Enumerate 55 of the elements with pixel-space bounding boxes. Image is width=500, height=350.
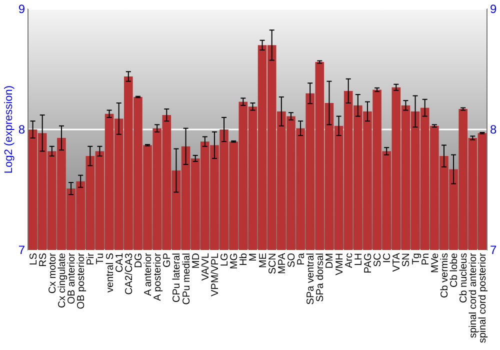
x-tick-label: MVe [430, 252, 441, 274]
x-tick-label: Cx cingulate [56, 252, 68, 308]
x-tick-label: IC [382, 253, 394, 263]
x-tick-label: SN [401, 253, 412, 267]
x-tick-label: Cb lobe [449, 252, 460, 288]
x-tick-label: VA/VL [200, 252, 212, 281]
x-tick-label: LS [28, 252, 40, 266]
x-tick-label: CPu medial [181, 253, 192, 305]
x-tick-label: A posterior [152, 252, 164, 301]
x-tick-label: DG [133, 252, 144, 268]
x-tick-label: A anterior [143, 252, 154, 296]
x-tick-label: Pir [86, 252, 97, 266]
x-tick-label: CA1 [114, 252, 126, 272]
x-tick-label: SPa ventral [306, 253, 317, 305]
x-tick-label: MD [190, 253, 202, 269]
x-tick-label: spinal cord anterior [468, 252, 480, 338]
x-tick-label: Tu [95, 253, 106, 264]
x-tick-label: SO [286, 252, 298, 268]
y-axis-title: Log2 (expression) [3, 85, 15, 174]
x-tick-label: spinal cord posterior [478, 252, 489, 344]
y-tick-label: 9 [18, 2, 26, 16]
x-tick-label: M [248, 253, 260, 262]
x-tick-label: VMH [334, 253, 346, 276]
y2-tick-label: 8 [490, 122, 497, 137]
x-tick-label: CA2/CA3 [124, 252, 135, 295]
y2-tick-label: 7 [490, 243, 497, 258]
x-tick-label: Cb vermis [439, 253, 450, 298]
x-tick-label: SC [372, 253, 384, 267]
x-tick-label: OB posterior [76, 252, 88, 310]
x-tick-label: VPM/VPL [210, 252, 221, 296]
x-tick-label: Cx motor [47, 252, 58, 294]
y2-tick-label: 9 [490, 2, 497, 16]
x-tick-label: Arc [344, 253, 355, 268]
x-tick-label: Pa [296, 252, 308, 266]
x-tick-label: Cb nucleus [458, 253, 470, 304]
x-tick-label: Tg [410, 253, 422, 265]
x-tick-label: RS [38, 252, 49, 267]
x-tick-label: OB anterior [66, 252, 78, 304]
x-tick-label: MG [229, 252, 240, 270]
x-tick-label: DM [324, 253, 336, 269]
x-tick-label: LG [220, 252, 231, 266]
x-tick-label: ventral S [104, 252, 116, 292]
x-tick-label: VTA [392, 252, 403, 272]
y-tick-label: 7 [18, 243, 26, 258]
x-tick-label: LH [353, 253, 364, 266]
y-tick-label: 8 [18, 122, 26, 137]
x-tick-label: ME [258, 252, 269, 268]
x-tick-label: SCN [267, 253, 278, 274]
x-tick-label: GP [162, 252, 174, 268]
x-tick-label: CPu lateral [172, 253, 183, 302]
x-tick-label: MPA [276, 252, 288, 274]
x-tick-label: Pn [420, 253, 432, 266]
x-tick-label: SPa dorsal [315, 253, 326, 302]
x-tick-label: Hb [238, 252, 250, 266]
x-tick-label: PAG [362, 252, 374, 274]
